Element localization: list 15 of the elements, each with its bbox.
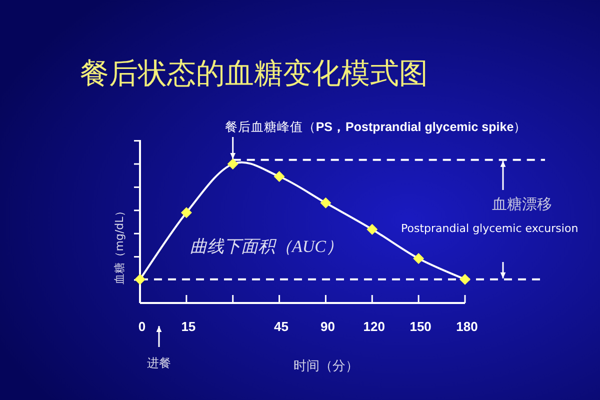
x-tick-label: 0 [138, 319, 146, 334]
annotation: 进餐 [147, 356, 171, 370]
x-tick-label: 150 [410, 319, 432, 334]
x-tick-label: 15 [181, 319, 196, 334]
title: 餐后状态的血糖变化模式图 [80, 56, 428, 90]
annotation: Postprandial glycemic excursion [401, 222, 578, 235]
x-tick-label: 45 [274, 319, 289, 334]
x-tick-label: 90 [320, 319, 335, 334]
annotation: 曲线下面积（AUC） [190, 237, 343, 256]
ylabel: 血糖（mg/dL） [113, 206, 126, 284]
x-tick-label: 180 [456, 319, 478, 334]
xlabel: 时间（分） [294, 359, 358, 374]
annotation: 血糖漂移 [492, 197, 552, 213]
x-tick-label: 120 [363, 319, 385, 334]
annotation: 餐后血糖峰值（PS，Postprandial glycemic spike） [224, 120, 527, 134]
